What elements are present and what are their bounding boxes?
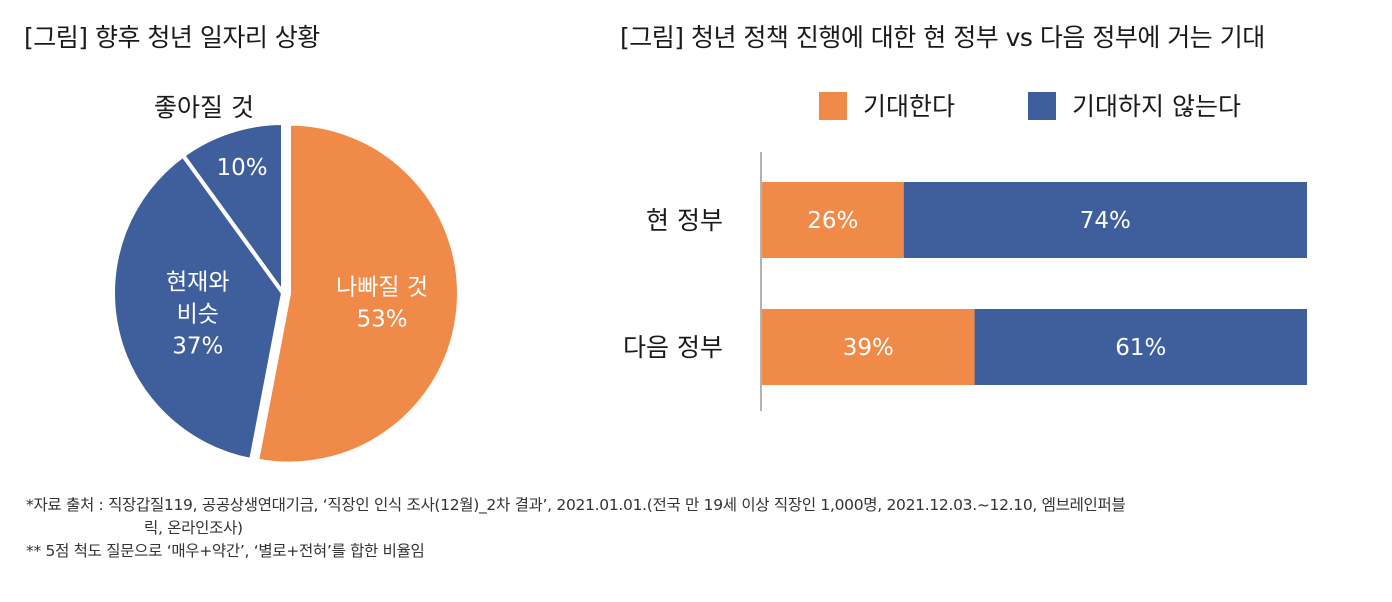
pie-category-label: 나빠질 것 <box>336 274 428 300</box>
bar-value-label: 74% <box>1080 208 1131 234</box>
bar-value-label: 39% <box>843 335 894 361</box>
pie-value-label: 10% <box>216 155 267 181</box>
pie-category-label: 비슷 <box>177 301 219 327</box>
scale-note-line: ** 5점 척도 질문으로 ‘매우+약간’, ‘별로+전혀’를 합한 비율임 <box>26 542 425 560</box>
bar-value-label: 61% <box>1115 335 1166 361</box>
pie-slice-1 <box>255 121 461 466</box>
bar-segment <box>974 309 1307 385</box>
legend-label: 기대하지 않는다 <box>1072 92 1241 121</box>
pie-chart-title: [그림] 향후 청년 일자리 상황 <box>24 23 320 52</box>
pie-value-label: 53% <box>356 306 407 332</box>
category-label: 다음 정부 <box>623 333 723 362</box>
pie-value-label: 37% <box>172 333 223 359</box>
legend-swatch <box>1028 92 1056 120</box>
bar-chart-title: [그림] 청년 정책 진행에 대한 현 정부 vs 다음 정부에 거는 기대 <box>620 23 1265 52</box>
bar-segment <box>762 309 975 385</box>
source-note-line: *자료 출처 : 직장갑질119, 공공상생연대기금, ‘직장인 인식 조사(1… <box>26 496 1126 514</box>
legend-swatch <box>819 92 847 120</box>
pie-category-label: 현재와 <box>166 269 229 295</box>
source-note-line-continued: 릭, 온라인조사) <box>144 519 243 537</box>
pie-slice-2 <box>111 153 285 462</box>
bar-segment <box>762 182 904 258</box>
legend-label: 기대한다 <box>863 92 955 121</box>
pie-slice-3 <box>181 121 285 295</box>
category-label: 현 정부 <box>646 206 723 235</box>
pie-outside-label: 좋아질 것 <box>154 93 254 122</box>
bar-value-label: 26% <box>807 208 858 234</box>
bar-segment <box>903 182 1307 258</box>
source-notes: *자료 출처 : 직장갑질119, 공공상생연대기금, ‘직장인 인식 조사(1… <box>26 494 1371 563</box>
